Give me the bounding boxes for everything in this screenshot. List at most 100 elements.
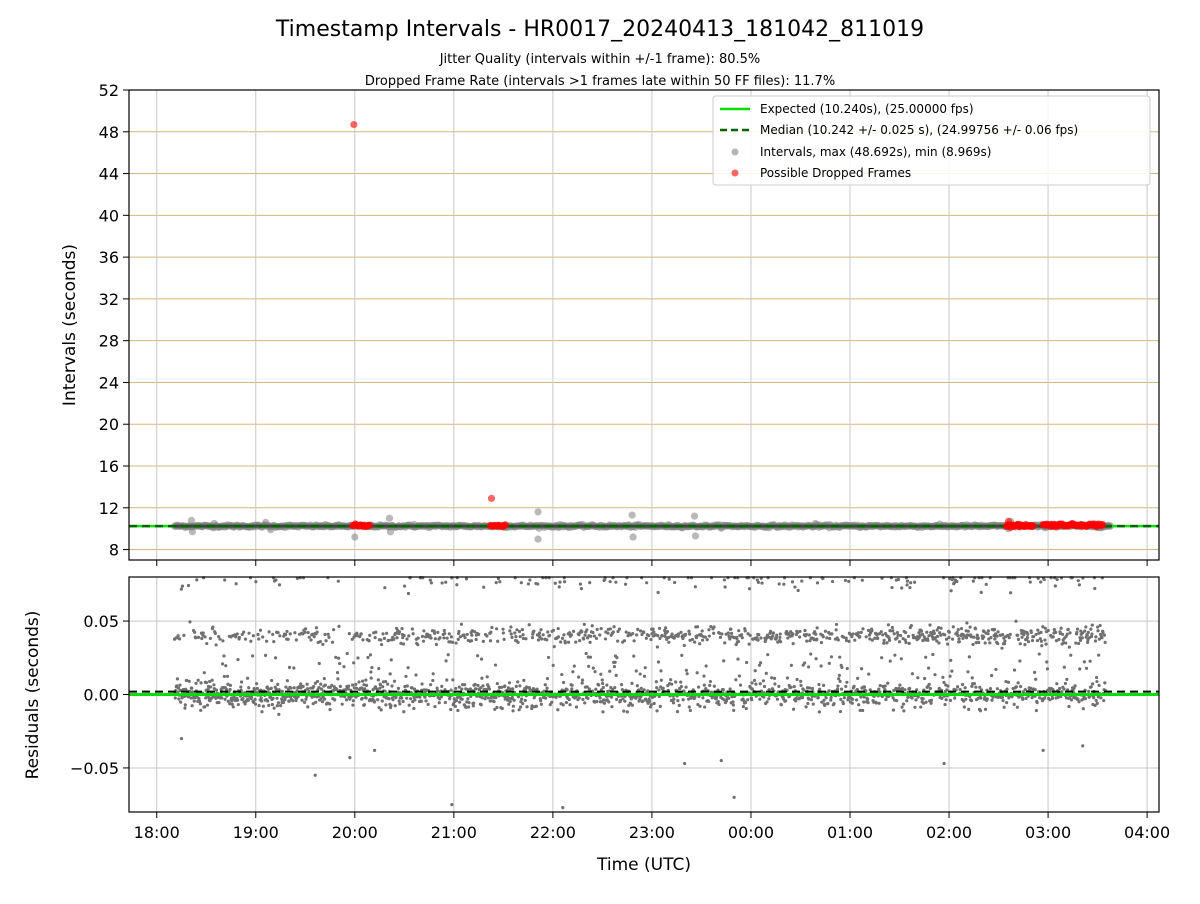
bottom-residual-point <box>550 700 554 704</box>
bottom-residual-point <box>288 632 292 636</box>
bottom-residual-point <box>190 704 194 708</box>
bottom-residual-point <box>366 655 370 660</box>
bottom-residual-point <box>1065 632 1069 636</box>
bottom-residual-point <box>854 698 859 702</box>
bottom-residual-point <box>358 635 362 639</box>
bottom-residual-point <box>932 631 936 635</box>
bottom-residual-point <box>258 628 263 632</box>
x-tick-label: 01:00 <box>827 823 873 842</box>
bottom-residual-point <box>402 584 407 588</box>
bottom-residual-point <box>851 632 855 636</box>
bottom-residual-point <box>1075 627 1080 631</box>
bottom-residual-point <box>1088 659 1092 663</box>
bottom-residual-point <box>916 676 920 680</box>
bottom-residual-point <box>960 682 965 687</box>
bottom-residual-point <box>658 636 662 641</box>
bottom-residual-point <box>935 628 939 632</box>
bottom-residual-point <box>1040 644 1044 648</box>
top-interval-outlier <box>262 518 270 527</box>
bottom-residual-point <box>313 681 317 685</box>
bottom-residual-point <box>585 685 589 689</box>
bottom-residual-point <box>598 696 602 700</box>
bottom-residual-point <box>490 625 494 630</box>
bottom-residual-point <box>899 633 903 638</box>
bottom-residual-point <box>470 633 474 637</box>
bottom-residual-point <box>405 684 409 688</box>
bottom-residual-point <box>866 701 870 705</box>
x-tick-label: 19:00 <box>233 823 279 842</box>
bottom-residual-point <box>1006 680 1011 684</box>
bottom-residual-point <box>858 708 862 712</box>
bottom-residual-point <box>582 622 586 626</box>
bottom-residual-point <box>211 625 215 629</box>
bottom-residual-point <box>1025 635 1030 640</box>
bottom-residual-point <box>1035 700 1039 705</box>
bottom-residual-point <box>247 686 251 690</box>
bottom-residual-point <box>317 661 321 666</box>
bottom-residual-point <box>649 703 653 707</box>
bottom-residual-point <box>443 631 447 636</box>
bottom-residual-point <box>428 633 432 638</box>
bottom-residual-point <box>891 629 895 633</box>
bottom-residual-point <box>514 635 518 639</box>
bottom-residual-point <box>597 683 601 687</box>
x-axis-label: Time (UTC) <box>596 855 691 875</box>
bottom-residual-point <box>1005 701 1009 705</box>
bottom-residual-point <box>864 689 868 693</box>
bottom-residual-point <box>767 697 771 701</box>
bottom-residual-point <box>568 703 572 707</box>
bottom-residual-point <box>299 682 303 686</box>
bottom-residual-point <box>489 630 493 634</box>
bottom-residual-point <box>883 688 887 692</box>
bottom-residual-point <box>830 579 835 584</box>
bottom-residual-point <box>904 631 908 635</box>
bottom-residual-point <box>993 637 997 641</box>
bottom-residual-point <box>370 666 374 670</box>
bottom-residual-point <box>850 701 854 705</box>
bottom-residual-point <box>600 678 604 682</box>
bottom-residual-point <box>192 699 196 703</box>
bottom-residual-point <box>1060 690 1064 694</box>
bottom-residual-point <box>544 696 548 700</box>
bottom-residual-point <box>619 683 624 687</box>
bottom-residual-point <box>1043 638 1047 642</box>
bottom-residual-point <box>1003 639 1007 643</box>
bottom-residual-point <box>1102 698 1106 703</box>
bottom-residual-point <box>515 628 519 632</box>
bottom-residual-point <box>333 698 337 702</box>
bottom-residual-point <box>558 580 562 584</box>
bottom-residual-point <box>309 638 313 642</box>
bottom-residual-point <box>1023 642 1027 647</box>
bottom-residual-point <box>603 637 608 641</box>
bottom-residual-point <box>1080 631 1085 635</box>
bottom-residual-point <box>728 637 732 641</box>
bottom-residual-point <box>708 683 712 687</box>
bottom-residual-point <box>677 703 681 707</box>
bottom-residual-point <box>319 682 323 686</box>
bottom-residual-point <box>1039 639 1044 643</box>
bottom-residual-point <box>379 638 383 642</box>
bottom-residual-point <box>364 696 368 700</box>
bottom-residual-point <box>372 700 377 704</box>
bottom-residual-point <box>539 628 543 632</box>
bottom-residual-point <box>494 627 499 631</box>
bottom-residual-point <box>180 584 185 588</box>
bottom-residual-point <box>1093 586 1097 591</box>
bottom-residual-point <box>881 633 885 637</box>
bottom-residual-point <box>766 653 770 657</box>
bottom-residual-point <box>407 634 411 638</box>
bottom-residual-point <box>1042 577 1046 582</box>
bottom-residual-point <box>1043 626 1047 630</box>
bottom-residual-point <box>664 626 668 630</box>
bottom-residual-point <box>661 686 665 690</box>
bottom-residual-point <box>961 636 965 641</box>
bottom-residual-outlier <box>561 805 565 810</box>
bottom-residual-point <box>857 703 861 707</box>
bottom-residual-point <box>291 699 295 703</box>
bottom-residual-point <box>548 702 552 707</box>
bottom-residual-point <box>477 632 481 636</box>
bottom-residual-point <box>246 698 250 702</box>
bottom-residual-point <box>474 637 478 642</box>
bottom-residual-point <box>919 705 923 709</box>
bottom-residual-point <box>657 688 661 692</box>
